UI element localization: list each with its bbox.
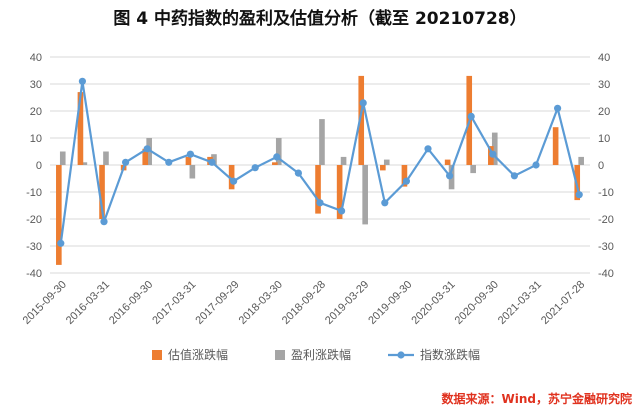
valuation-bar <box>401 165 408 187</box>
earnings-bar <box>383 159 390 165</box>
index-point <box>554 104 562 112</box>
index-point <box>424 145 432 153</box>
y-tick-label-right: -30 <box>598 241 614 253</box>
y-tick-label-right: -20 <box>598 214 614 226</box>
line-layer <box>57 77 583 247</box>
valuation-bar <box>444 159 451 165</box>
index-point <box>78 77 86 85</box>
y-tick-label-left: -20 <box>26 214 42 226</box>
index-point <box>294 169 302 177</box>
valuation-bar <box>315 165 321 214</box>
y-tick-label-left: 0 <box>36 160 42 172</box>
y-tick-label-left: -30 <box>26 241 42 253</box>
index-point <box>532 161 540 169</box>
valuation-bar <box>380 165 386 171</box>
index-point <box>467 112 475 120</box>
y-tick-label-right: -10 <box>598 187 614 199</box>
x-tick-label: 2016-09-30 <box>107 279 155 327</box>
earnings-bar <box>491 132 498 165</box>
y-tick-label-right: -40 <box>598 268 614 280</box>
index-point <box>230 177 238 185</box>
x-tick-label: 2021-03-31 <box>496 279 544 327</box>
index-point <box>381 199 389 207</box>
x-tick-label: 2018-09-28 <box>280 279 328 327</box>
y-tick-label-left: 30 <box>30 79 42 91</box>
valuation-bar <box>228 165 235 190</box>
index-point <box>273 153 281 161</box>
index-point <box>575 191 583 199</box>
earnings-bar <box>470 165 476 174</box>
valuation-bar <box>358 75 365 165</box>
index-point <box>143 145 151 153</box>
earnings-bar <box>578 156 584 165</box>
source-note: 数据来源：Wind，苏宁金融研究院 <box>441 392 632 406</box>
x-tick-label: 2020-09-30 <box>453 279 501 327</box>
legend-label: 估值涨跌幅 <box>168 347 228 362</box>
index-point <box>208 158 216 166</box>
earnings-bar <box>189 165 196 179</box>
index-point <box>316 199 324 207</box>
y-tick-label-left: 20 <box>30 106 42 118</box>
valuation-bar <box>99 165 105 219</box>
x-tick-label: 2015-09-30 <box>21 279 69 327</box>
y-tick-label-left: -40 <box>26 268 42 280</box>
earnings-bar <box>362 165 368 225</box>
legend-layer: 估值涨跌幅 盈利涨跌幅 指数涨跌幅 <box>152 347 480 362</box>
earnings-bar <box>319 119 325 165</box>
index-point <box>57 239 65 247</box>
x-tick-label: 2017-03-31 <box>150 279 198 327</box>
index-point <box>100 218 108 226</box>
index-point <box>446 172 454 180</box>
x-tick-label: 2018-03-30 <box>237 279 285 327</box>
index-point <box>338 207 346 215</box>
y-tick-label-left: 10 <box>30 133 42 145</box>
index-point <box>359 99 367 107</box>
index-point <box>186 150 194 158</box>
legend-swatch <box>152 350 162 360</box>
y-tick-label-left: 40 <box>30 52 42 64</box>
valuation-bar <box>272 162 278 165</box>
x-tick-label: 2021-07-28 <box>539 279 587 327</box>
valuation-bar <box>142 148 149 165</box>
y-tick-label-right: 0 <box>598 160 604 172</box>
earnings-bar <box>103 151 109 165</box>
x-tick-label: 2020-03-31 <box>409 279 457 327</box>
x-tick-label: 2019-09-30 <box>366 279 414 327</box>
valuation-bar <box>552 127 559 165</box>
index-point <box>402 177 410 185</box>
earnings-bar <box>81 162 88 165</box>
legend-marker <box>397 351 405 359</box>
valuation-bar <box>336 165 343 219</box>
legend-label: 指数涨跌幅 <box>420 347 480 362</box>
y-tick-label-right: 10 <box>598 133 610 145</box>
page-title: 图 4 中药指数的盈利及估值分析（截至 20210728） <box>113 9 527 29</box>
index-point <box>489 150 497 158</box>
y-tick-label-left: -10 <box>26 187 42 199</box>
valuation-bar <box>77 92 84 165</box>
index-point <box>165 158 173 166</box>
y-tick-label-right: 30 <box>598 79 610 91</box>
x-tick-label: 2016-03-31 <box>64 279 112 327</box>
bars-layer <box>56 75 584 265</box>
index-point <box>122 158 130 166</box>
valuation-bar <box>185 156 192 165</box>
index-point <box>251 164 259 172</box>
legend-label: 盈利涨跌幅 <box>291 347 351 362</box>
y-tick-label-right: 20 <box>598 106 610 118</box>
index-point <box>510 172 518 180</box>
earnings-bar <box>59 151 66 165</box>
valuation-bar <box>56 165 62 265</box>
earnings-bar <box>275 138 282 165</box>
earnings-bar <box>340 156 347 165</box>
x-tick-label: 2017-09-29 <box>193 279 241 327</box>
y-tick-label-right: 40 <box>598 52 610 64</box>
legend-swatch <box>275 350 285 360</box>
x-tick-label: 2019-03-29 <box>323 279 371 327</box>
